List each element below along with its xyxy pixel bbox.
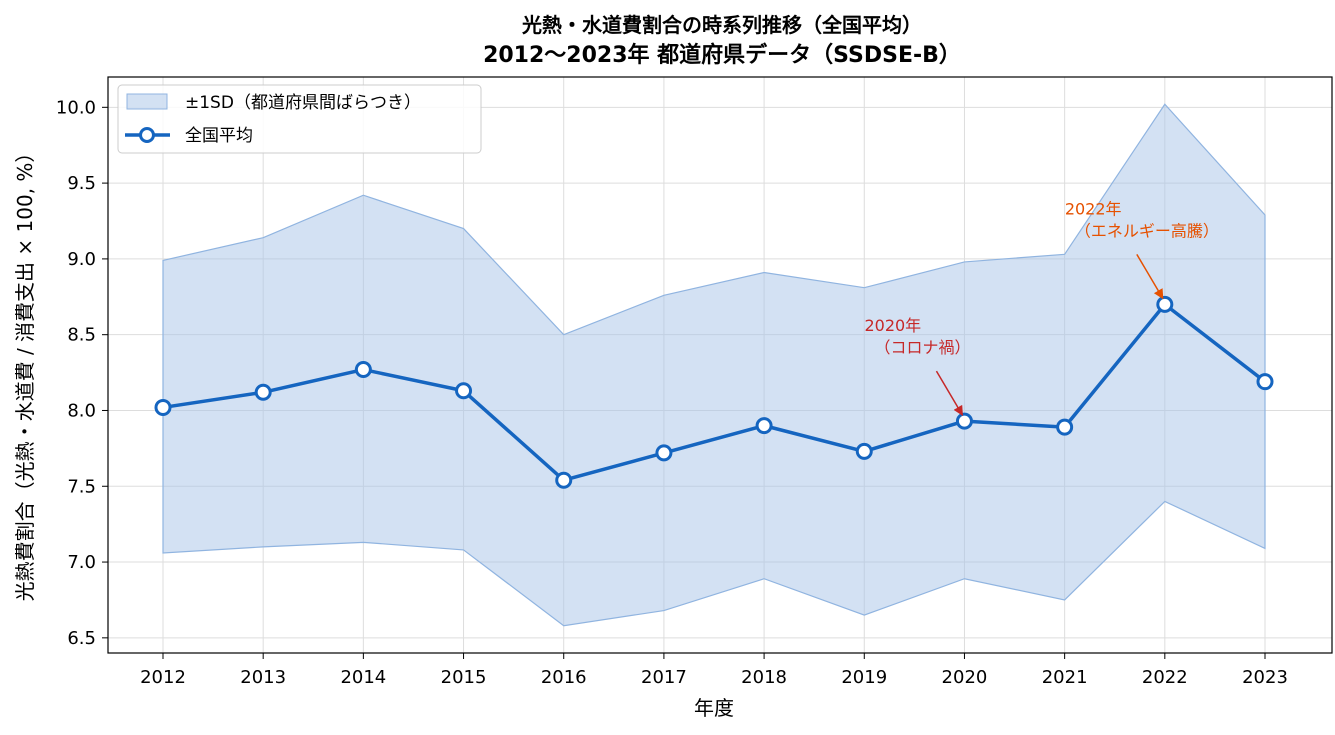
x-tick-label: 2014: [340, 667, 386, 688]
y-ticks: 6.5 7.0 7.5 8.0 8.5 9.0 9.5 10.0: [56, 97, 108, 649]
y-tick-label: 8.5: [67, 325, 96, 346]
sd-band-area: [162, 103, 1266, 627]
series-line: [162, 302, 1267, 482]
legend-band-swatch: [126, 93, 168, 110]
annotation-arrow: [1136, 253, 1164, 300]
x-tick-label: 2012: [140, 667, 186, 688]
x-tick-label: 2015: [441, 667, 487, 688]
annotation-label: （コロナ禍）: [874, 338, 970, 357]
x-tick-label: 2020: [942, 667, 988, 688]
data-point: [455, 382, 473, 400]
annotation-arrow: [935, 370, 964, 416]
data-point: [555, 471, 573, 489]
x-tick-label: 2022: [1142, 667, 1188, 688]
x-ticks: 2012 2013 2014 2015 2016 2017 2018 2019 2020 2021…: [140, 653, 1288, 688]
legend-box: [117, 84, 482, 154]
x-tick-label: 2016: [541, 667, 587, 688]
annotation-label: 2020年: [864, 316, 921, 335]
y-tick-label: 6.5: [67, 628, 96, 649]
series-layer: [154, 295, 1274, 489]
annotations: 2020年 （コロナ禍） 2022年 （エネルギー高騰）: [864, 199, 1219, 416]
annotation-label: 2022年: [1065, 199, 1122, 218]
chart-title-line1: 光熱・水道費割合の時系列推移（全国平均）: [521, 13, 922, 37]
legend: ±1SD（都道府県間ばらつき） 全国平均: [117, 84, 482, 154]
data-point: [755, 417, 773, 435]
x-tick-label: 2018: [741, 667, 787, 688]
data-point: [1256, 373, 1274, 391]
x-tick-label: 2013: [240, 667, 286, 688]
x-tick-label: 2021: [1042, 667, 1088, 688]
data-point: [1056, 418, 1074, 436]
data-point: [354, 361, 372, 379]
data-point: [955, 412, 973, 430]
sd-band: [162, 103, 1266, 627]
y-axis-label: 光熱費割合（光熱・水道費 / 消費支出 × 100, %）: [13, 143, 37, 602]
x-tick-label: 2023: [1242, 667, 1288, 688]
y-tick-label: 10.0: [56, 97, 96, 118]
plot-frame: [107, 76, 1333, 654]
data-point: [1156, 295, 1174, 313]
data-point: [655, 444, 673, 462]
data-point: [855, 442, 873, 460]
legend-line-marker: [139, 127, 155, 143]
x-axis-label: 年度: [694, 696, 734, 720]
y-tick-label: 8.0: [67, 400, 96, 421]
legend-band-label: ±1SD（都道府県間ばらつき）: [185, 93, 421, 113]
y-tick-label: 7.5: [67, 476, 96, 497]
data-point: [154, 398, 172, 416]
legend-series-label: 全国平均: [185, 126, 253, 146]
x-tick-label: 2017: [641, 667, 687, 688]
y-tick-label: 7.0: [67, 552, 96, 573]
annotation-label: （エネルギー高騰）: [1075, 221, 1219, 240]
chart-title-line2: 2012〜2023年 都道府県データ（SSDSE-B）: [483, 42, 961, 68]
y-tick-label: 9.0: [67, 249, 96, 270]
x-tick-label: 2019: [841, 667, 887, 688]
y-tick-label: 9.5: [67, 173, 96, 194]
data-point: [254, 383, 272, 401]
